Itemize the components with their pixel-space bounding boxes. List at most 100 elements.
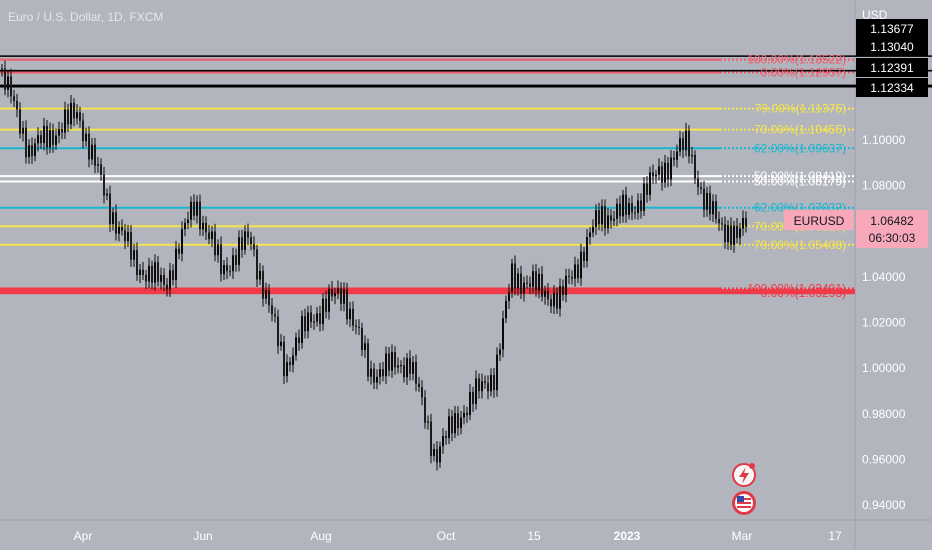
candle [7, 70, 9, 98]
candle [658, 158, 660, 181]
candle [568, 268, 570, 285]
candle [526, 275, 528, 289]
candle [31, 137, 33, 164]
candle [181, 221, 183, 262]
candle [325, 290, 327, 319]
price-badge-label: 1.12334 [870, 81, 914, 95]
candle [706, 186, 708, 217]
candle [388, 347, 390, 377]
candle [601, 199, 603, 232]
price-badge [856, 58, 928, 77]
price-tick-label: 1.02000 [862, 316, 906, 330]
candle [493, 367, 495, 398]
candle [226, 257, 228, 280]
fib-level-label: 50.00%(1.08419) [754, 169, 846, 183]
candle [238, 230, 240, 272]
candle [349, 301, 351, 328]
candle [91, 137, 93, 165]
chart-title: Euro / U.S. Dollar, 1D, FXCM [8, 10, 163, 24]
candle [364, 335, 366, 358]
candle [67, 103, 69, 133]
candle [355, 319, 357, 335]
price-badge [856, 78, 928, 97]
time-axis-ticks: Apr Jun Aug Oct 15 2023 Mar 17 [74, 529, 842, 543]
candle [466, 406, 468, 423]
candle [529, 276, 531, 295]
candle [4, 60, 6, 96]
candle [547, 282, 549, 306]
price-badge [856, 19, 928, 38]
price-badge-label: 1.13677 [870, 22, 914, 36]
candle [667, 156, 669, 188]
candle [46, 120, 48, 155]
candle [637, 193, 639, 220]
candle [553, 285, 555, 315]
candle [460, 410, 462, 435]
candle [346, 282, 348, 325]
candle [361, 322, 363, 357]
us-flag-icon[interactable] [732, 491, 756, 515]
candle [70, 94, 72, 130]
candles [1, 60, 747, 471]
candle [592, 219, 594, 238]
price-badge-label: 1.13040 [870, 40, 914, 54]
time-tick-label: 15 [527, 529, 541, 543]
candle [172, 264, 174, 286]
candle [28, 139, 30, 164]
candle [478, 373, 480, 399]
candle [376, 369, 378, 390]
candle [439, 441, 441, 468]
candle [655, 169, 657, 184]
candle [247, 223, 249, 246]
ticker-badge[interactable]: EURUSD 1.06482 06:30:03 [784, 210, 928, 248]
candle [499, 343, 501, 362]
candle [124, 224, 126, 250]
candle [679, 130, 681, 157]
price-tick-label: 0.98000 [862, 407, 906, 421]
candle [100, 158, 102, 181]
candle [613, 211, 615, 227]
currency-label: USD [862, 8, 888, 22]
candle [1, 63, 3, 77]
flash-alert-icon[interactable] [732, 463, 756, 487]
candle [670, 150, 672, 187]
candle [115, 204, 117, 241]
candle [82, 112, 84, 149]
candle [415, 354, 417, 392]
candle [604, 199, 606, 236]
candle [307, 305, 309, 339]
candle [616, 198, 618, 227]
candle [661, 161, 663, 191]
candle [532, 264, 534, 294]
candle [382, 361, 384, 382]
candle [652, 164, 654, 184]
candle [196, 195, 198, 224]
candle [409, 350, 411, 381]
ticker-price: 1.06482 [870, 214, 914, 228]
candle [298, 329, 300, 351]
candle [619, 195, 621, 224]
candle [484, 375, 486, 389]
fib-level-label: 0.00%(1.03293) [761, 286, 846, 300]
candle [487, 375, 489, 400]
candle [34, 138, 36, 162]
ticker-price-box [856, 210, 928, 248]
candle [130, 225, 132, 267]
candle [379, 362, 381, 385]
candle [448, 408, 450, 445]
candle [508, 283, 510, 309]
price-tick-label: 1.00000 [862, 361, 906, 375]
candle [157, 256, 159, 287]
candle [550, 294, 552, 314]
fibonacci-lines [0, 58, 855, 295]
price-tick-label: 1.04000 [862, 270, 906, 284]
candle [673, 150, 675, 167]
candle [481, 373, 483, 399]
candle [262, 265, 264, 307]
candle [76, 104, 78, 125]
candle [103, 166, 105, 204]
candle [700, 181, 702, 195]
candle [187, 211, 189, 230]
